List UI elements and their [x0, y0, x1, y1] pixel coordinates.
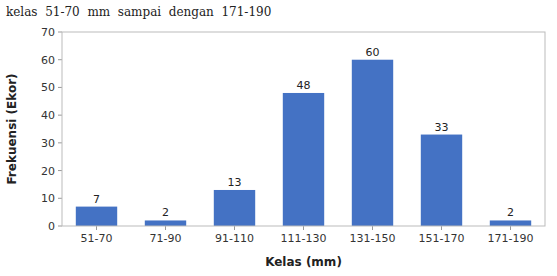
- y-tick-label: 40: [41, 109, 55, 122]
- x-tick: [96, 226, 97, 230]
- y-tick-label: 20: [41, 165, 55, 178]
- y-tick: [58, 32, 62, 33]
- bar: [145, 220, 186, 226]
- data-label: 2: [162, 206, 169, 219]
- data-label: 48: [297, 79, 311, 92]
- y-tick: [58, 142, 62, 143]
- chart-svg: kelas 51-70 mm sampai dengan 171-190 0 10 2…: [0, 0, 557, 276]
- y-tick: [58, 226, 62, 227]
- data-label: 33: [435, 121, 449, 134]
- data-label: 13: [228, 176, 242, 189]
- bar: [76, 207, 117, 226]
- bar: [283, 93, 324, 226]
- y-tick: [58, 198, 62, 199]
- y-tick-label: 70: [41, 26, 55, 39]
- x-axis-label: Kelas (mm): [265, 255, 342, 269]
- y-tick-label: 50: [41, 81, 55, 94]
- y-tick-label: 60: [41, 54, 55, 67]
- y-tick: [58, 115, 62, 116]
- x-tick-label: 91-110: [215, 232, 254, 245]
- x-tick-label: 51-70: [81, 232, 113, 245]
- chart-container: kelas 51-70 mm sampai dengan 171-190 0 10 2…: [0, 0, 557, 276]
- x-tick-label: 151-170: [419, 232, 465, 245]
- bar: [490, 220, 531, 226]
- y-tick: [58, 170, 62, 171]
- y-tick: [58, 59, 62, 60]
- x-tick-label: 171-190: [488, 232, 534, 245]
- x-tick-label: 111-130: [281, 232, 327, 245]
- y-tick-label: 30: [41, 137, 55, 150]
- x-tick: [165, 226, 166, 230]
- bar: [214, 190, 255, 226]
- x-tick-label: 131-150: [350, 232, 396, 245]
- x-tick: [303, 226, 304, 230]
- page: {"chart_data": {"type": "bar", "title": …: [0, 0, 557, 276]
- x-tick: [372, 226, 373, 230]
- x-tick: [510, 226, 511, 230]
- data-label: 2: [507, 206, 514, 219]
- data-label: 60: [366, 46, 380, 59]
- data-label: 7: [93, 193, 100, 206]
- y-tick-label: 0: [48, 220, 55, 233]
- bar: [421, 135, 462, 226]
- bars: [76, 60, 531, 226]
- bar: [352, 60, 393, 226]
- y-tick: [58, 87, 62, 88]
- x-tick: [441, 226, 442, 230]
- plot-frame: [62, 32, 545, 226]
- x-tick: [234, 226, 235, 230]
- y-axis-label: Frekuensi (Ekor): [5, 73, 19, 184]
- y-tick-label: 10: [41, 192, 55, 205]
- x-tick-label: 71-90: [150, 232, 182, 245]
- title: kelas 51-70 mm sampai dengan 171-190: [6, 5, 271, 19]
